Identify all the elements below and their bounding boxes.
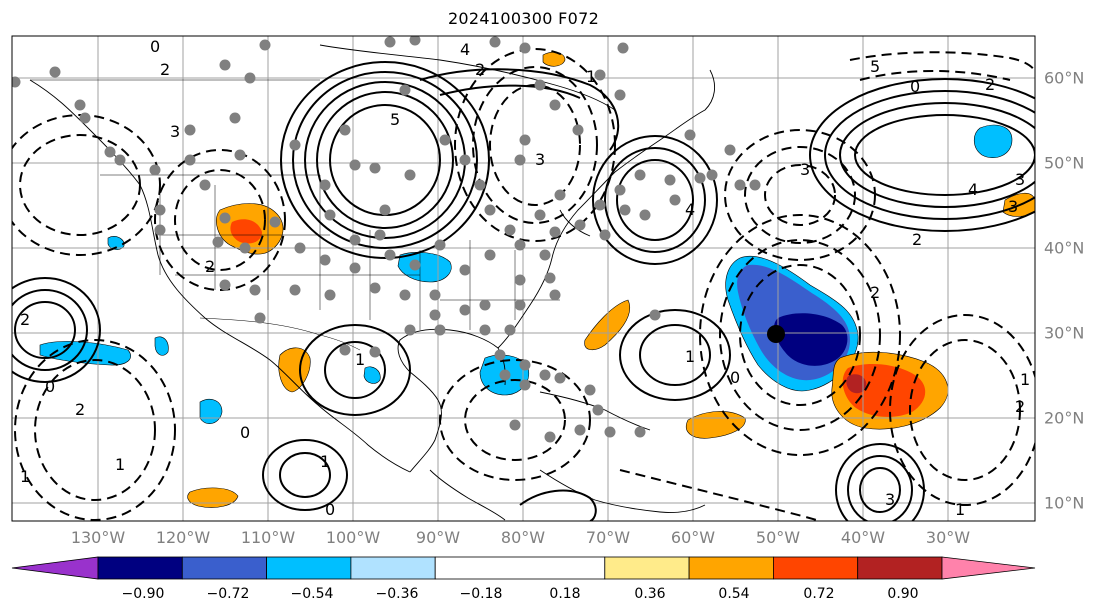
contour-label: 5 [870,57,880,76]
contour-label: 4 [968,180,978,199]
anomaly-fill-rockies-red [230,219,262,244]
contour-label: 2 [160,60,170,79]
colorbar-tick-label: −0.36 [375,586,419,602]
colorbar-bin [604,556,690,580]
coastlines [29,44,716,521]
contour-label: 1 [685,347,695,366]
colorbar-bin [688,556,774,580]
colorbar-tick-label: −0.72 [206,586,250,602]
colorbar-bin [266,556,352,580]
contour-label: 0 [910,77,920,96]
map-frame [11,35,1036,522]
colorbar-bin [773,556,859,580]
contour-label: 2 [912,230,922,249]
colorbar-bin [434,556,606,580]
map-title: 2024100300 F072 [447,9,600,28]
contour-label: 3 [885,490,895,509]
contour-label: 1 [115,455,125,474]
lat-label: 20°N [1044,408,1085,428]
colorbar-bin [97,556,183,580]
colorbar-bin [181,556,268,580]
contour-label: 2 [985,75,995,94]
contour-labels: 0 2 3 4 5 1 2 3 4 5 3 2 3 0 2 4 2 1 0 2 … [20,37,1030,519]
contour-label: 1 [1020,370,1030,389]
colorbar-tick-label: 0.36 [634,586,666,602]
contour-label: 2 [475,60,485,79]
anomaly-fill-small-blue-3 [154,336,169,356]
colorbar-tick-label: 0.18 [549,586,581,602]
lon-label: 130°W [70,528,126,547]
lon-label: 90°W [415,528,461,547]
contour-label: 3 [1015,170,1025,189]
lon-label: 110°W [240,528,296,547]
contour-label: 2 [205,257,215,276]
lon-label: 40°W [840,528,886,547]
lon-label: 70°W [585,528,631,547]
contour-label: 2 [75,400,85,419]
contour-label: 1 [955,500,965,519]
lon-label: 60°W [670,528,716,547]
contour-label: 4 [685,200,695,219]
lon-label: 100°W [325,528,381,547]
lon-label: 30°W [925,528,971,547]
contour-label: 1 [355,350,365,369]
anomaly-fill-small-blue-4 [363,366,381,384]
contour-label: 2 [870,283,880,302]
anomaly-fill-nwatlantic [973,124,1013,159]
lat-label: 40°N [1044,238,1085,258]
lon-label: 50°W [755,528,801,547]
colorbar-tick-label: −0.18 [459,586,503,602]
contour-label: 0 [150,37,160,56]
lon-label: 80°W [500,528,546,547]
colorbar-tick-label: 0.90 [887,586,919,602]
anomaly-fill-small-blue-2 [107,236,125,250]
colorbar-tick-label: −0.90 [121,586,165,602]
colorbar-bin [350,556,436,580]
contour-label: 0 [45,377,55,396]
lat-label: 60°N [1044,68,1085,88]
contour-label: 1 [20,467,30,486]
colorbar-over-arrow [941,556,1036,580]
contour-label: 1 [320,452,330,471]
colorbar [11,556,1036,580]
anomaly-fill-mid-atlantic-orange [584,299,630,350]
contour-label: 0 [325,500,335,519]
anomaly-fill-darkred [846,374,867,394]
contour-label: 3 [1008,197,1018,216]
anomaly-fill-nrockies-orange [542,51,566,67]
solid-contours [12,61,1035,521]
contour-label: 0 [240,423,250,442]
contour-label: 5 [390,110,400,129]
anomaly-fill-pacific [39,341,131,366]
contour-label: 4 [460,40,470,59]
dashed-contours [12,48,1035,521]
anomaly-fill-navy [774,313,848,366]
lon-label: 120°W [155,528,211,547]
contour-label: 3 [535,150,545,169]
colorbar-bin [857,556,943,580]
contour-label: 3 [800,160,810,179]
storm-center-marker [767,325,785,343]
colorbar-tick-label: −0.54 [290,586,334,602]
lat-label: 50°N [1044,153,1085,173]
lat-label: 30°N [1044,323,1085,343]
lat-label: 10°N [1044,493,1085,513]
contour-label: 2 [1015,397,1025,416]
colorbar-under-arrow [11,556,99,580]
station-dots [12,36,761,443]
colorbar-tick-label: 0.72 [803,586,835,602]
contour-label: 3 [170,122,180,141]
colorbar-tick-label: 0.54 [718,586,750,602]
contour-label: 0 [730,368,740,387]
contour-label: 2 [20,310,30,329]
contour-label: 1 [586,67,596,86]
